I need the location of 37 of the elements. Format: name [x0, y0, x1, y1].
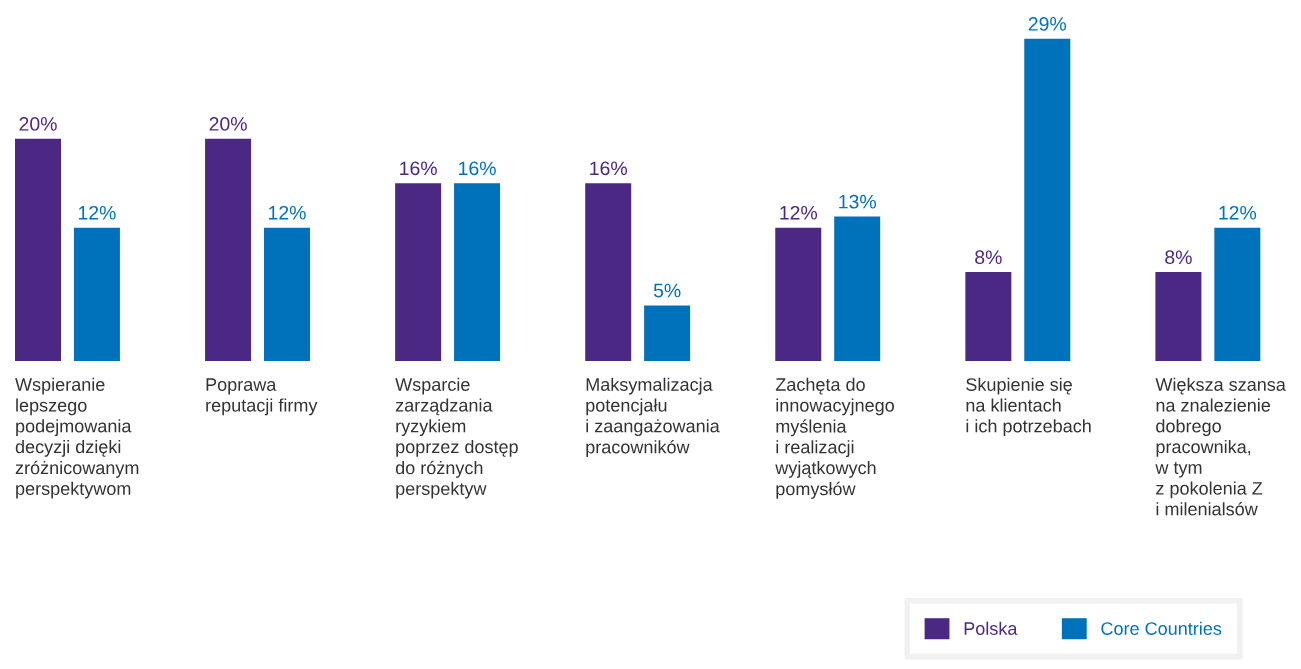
legend-label: Core Countries — [1101, 621, 1222, 635]
bar — [73, 227, 120, 361]
data-label: 8% — [1165, 250, 1192, 265]
bar — [205, 138, 252, 361]
bar — [775, 227, 822, 361]
x-tick-label: Wspieranie lepszego podejmowania decyzji dzięki zróżnicowanym perspektywom — [15, 377, 139, 499]
bar — [15, 138, 62, 361]
bar — [454, 183, 501, 361]
bar — [1155, 272, 1202, 361]
bar — [395, 183, 442, 361]
bar — [965, 272, 1012, 361]
bar — [1214, 227, 1261, 361]
data-label: 16% — [590, 161, 627, 176]
x-tick-label: Skupienie się na klientach i ich potrzebach — [966, 377, 1091, 437]
x-tick-label: Wsparcie zarządzania ryzykiem poprzez dostęp do różnych perspektyw — [395, 377, 518, 499]
data-label: 12% — [1219, 205, 1257, 220]
data-label: 8% — [975, 250, 1002, 265]
data-label: 12% — [78, 205, 116, 220]
data-label: 16% — [400, 161, 437, 176]
x-tick-label: Większa szansa na znalezienie dobrego pracownika, w tym z pokolenia Z i milenialsów — [1155, 377, 1286, 516]
data-label: 13% — [839, 194, 876, 209]
bar — [834, 216, 881, 361]
legend-label: Polska — [964, 621, 1018, 635]
data-label: 29% — [1028, 17, 1067, 31]
bar — [264, 227, 310, 361]
data-label: 16% — [459, 161, 496, 176]
x-tick-label: Maksymalizacja potencjału i zaangażowania pracowników — [586, 377, 720, 458]
data-label: 20% — [209, 117, 247, 131]
x-tick-label: Zachęta do innowacyjnego myślenia i realizacji wyjątkowych pomysłów — [775, 377, 894, 499]
bar — [1024, 38, 1071, 361]
x-tick-label: Poprawa reputacji firmy — [206, 378, 318, 416]
data-label: 5% — [653, 283, 681, 298]
bar — [585, 183, 632, 361]
data-label: 20% — [19, 117, 57, 131]
data-label: 12% — [780, 205, 818, 220]
bar — [644, 305, 691, 361]
data-label: 12% — [269, 205, 306, 220]
